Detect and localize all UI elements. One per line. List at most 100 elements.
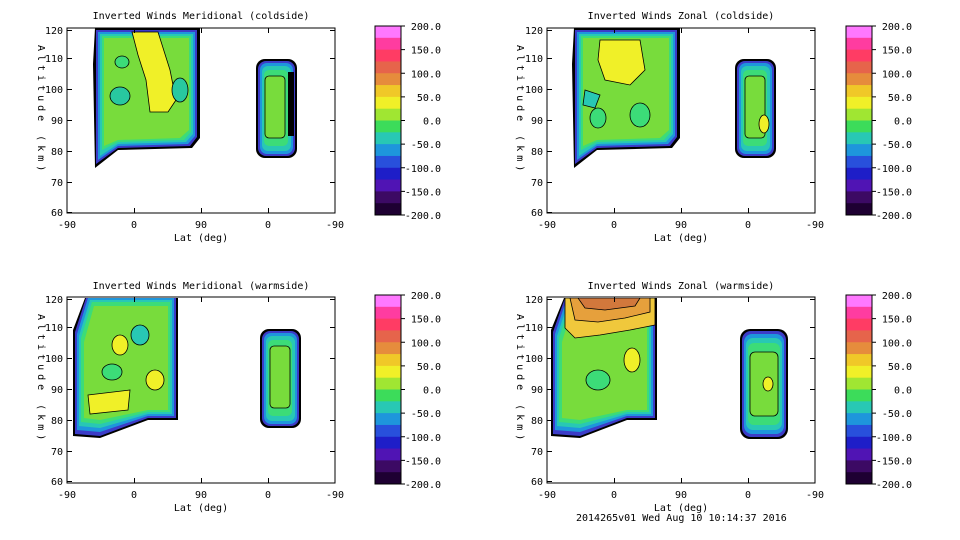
x-tick-label: 0 <box>611 490 617 501</box>
colorbar-band <box>846 49 872 62</box>
x-tick-label: -90 <box>326 490 344 501</box>
colorbar-band <box>375 306 401 320</box>
colorbar-band <box>846 191 872 204</box>
footer-timestamp: 2014265v01 Wed Aug 10 10:14:37 2016 <box>576 513 787 524</box>
colorbar-tick-label: 0.0 <box>894 386 912 397</box>
x-tick-label: 90 <box>675 490 687 501</box>
colorbar-tick-label: 150.0 <box>411 315 441 326</box>
y-tick-label: 80 <box>531 416 543 427</box>
colorbar-band <box>846 295 872 308</box>
colorbar-band <box>846 108 872 121</box>
colorbar-band <box>375 85 401 98</box>
colorbar-tick-label: 150.0 <box>882 315 912 326</box>
y-tick-label: 90 <box>51 116 63 127</box>
x-tick-label: -90 <box>58 490 76 501</box>
colorbar-band <box>375 330 401 343</box>
colorbar-tick-label: -200.0 <box>876 480 912 491</box>
y-tick-label: 70 <box>51 178 63 189</box>
colorbar-band <box>846 144 872 157</box>
colorbar-tick-label: 200.0 <box>411 291 441 302</box>
colorbar-band <box>846 413 872 426</box>
y-axis-label: Altitude (km) <box>35 45 46 175</box>
colorbar-tick-label: 150.0 <box>411 46 441 57</box>
y-tick-label: 100 <box>525 85 543 96</box>
colorbar-tick-label: -100.0 <box>405 164 441 175</box>
colorbar-band <box>375 155 401 169</box>
y-tick-label: 110 <box>45 323 63 334</box>
contour-region-left <box>93 28 200 168</box>
y-axis: 120 110 100 90 80 70 60 Altitude (km) <box>514 295 815 488</box>
colorbar-tick-label: -150.0 <box>876 456 912 467</box>
colorbar-tick-label: 200.0 <box>882 291 912 302</box>
y-tick-label: 90 <box>531 116 543 127</box>
panel-zonal-coldside: Inverted Winds Zonal (coldside) 120 1 <box>514 11 912 244</box>
colorbar-tick-label: -200.0 <box>405 480 441 491</box>
colorbar-band <box>375 365 401 379</box>
contour-region-right <box>735 59 776 158</box>
colorbar-band <box>375 318 401 331</box>
y-tick-label: 100 <box>45 85 63 96</box>
colorbar-band <box>375 424 401 438</box>
colorbar-band <box>846 460 872 473</box>
colorbar-band <box>846 26 872 39</box>
colorbar-band <box>846 448 872 461</box>
x-tick-label: 0 <box>745 490 751 501</box>
colorbar-band <box>375 354 401 367</box>
colorbar-band <box>846 306 872 320</box>
contour-region-left <box>551 298 657 438</box>
y-tick-label: 90 <box>51 385 63 396</box>
x-tick-label: -90 <box>58 220 76 231</box>
contour-region-right <box>260 329 301 428</box>
colorbar: 200.0 150.0 100.0 50.0 0.0 -50.0 -100.0 -150.0 -… <box>374 22 441 222</box>
colorbar-tick-label: -200.0 <box>405 211 441 222</box>
y-tick-label: 80 <box>51 147 63 158</box>
x-axis: -90 0 90 0 -90 Lat (deg) <box>58 297 344 514</box>
x-tick-label: -90 <box>538 490 556 501</box>
colorbar: 200.0 150.0 100.0 50.0 0.0 -50.0 -100.0 -150.0 -… <box>374 291 441 491</box>
y-axis-label: Altitude (km) <box>514 45 525 175</box>
colorbar-tick-label: -150.0 <box>876 187 912 198</box>
y-tick-label: 100 <box>525 354 543 365</box>
colorbar-band <box>375 26 401 39</box>
colorbar-tick-label: 50.0 <box>888 93 912 104</box>
colorbar-band <box>846 179 872 192</box>
colorbar-band <box>846 377 872 390</box>
colorbar-band <box>375 120 401 133</box>
chart-title: Inverted Winds Zonal (coldside) <box>588 11 775 22</box>
chart-title: Inverted Winds Meridional (coldside) <box>93 11 310 22</box>
y-tick-label: 100 <box>45 354 63 365</box>
panel-meridional-warmside: Inverted Winds Meridional (warmside) 120 <box>35 281 441 514</box>
y-tick-label: 90 <box>531 385 543 396</box>
x-tick-label: -90 <box>326 220 344 231</box>
colorbar-band <box>846 203 872 216</box>
colorbar-tick-label: 150.0 <box>882 46 912 57</box>
colorbar-band <box>375 167 401 181</box>
x-axis-label: Lat (deg) <box>174 503 228 514</box>
colorbar-tick-label: 100.0 <box>411 69 441 80</box>
y-tick-label: 120 <box>45 295 63 306</box>
colorbar-band <box>375 49 401 62</box>
colorbar-tick-label: 100.0 <box>882 338 912 349</box>
y-tick-label: 120 <box>525 26 543 37</box>
colorbar: 200.0 150.0 100.0 50.0 0.0 -50.0 -100.0 -150.0 -… <box>845 22 912 222</box>
colorbar-tick-label: -50.0 <box>882 140 912 151</box>
x-tick-label: 0 <box>131 220 137 231</box>
colorbar-band <box>375 342 401 355</box>
y-axis-label: Altitude (km) <box>514 314 525 444</box>
colorbar-band <box>375 389 401 402</box>
colorbar-band <box>846 167 872 181</box>
colorbar-band <box>375 96 401 110</box>
y-tick-label: 60 <box>51 477 63 488</box>
y-axis-label: Altitude (km) <box>35 314 46 444</box>
x-tick-label: -90 <box>538 220 556 231</box>
colorbar-band <box>846 120 872 133</box>
colorbar-band <box>375 108 401 121</box>
colorbar-tick-label: 200.0 <box>411 22 441 33</box>
colorbar-band <box>846 424 872 438</box>
colorbar-band <box>375 191 401 204</box>
colorbar-tick-label: 0.0 <box>894 117 912 128</box>
colorbar-band <box>375 436 401 450</box>
colorbar-tick-label: -150.0 <box>405 187 441 198</box>
colorbar-tick-label: -50.0 <box>411 409 441 420</box>
